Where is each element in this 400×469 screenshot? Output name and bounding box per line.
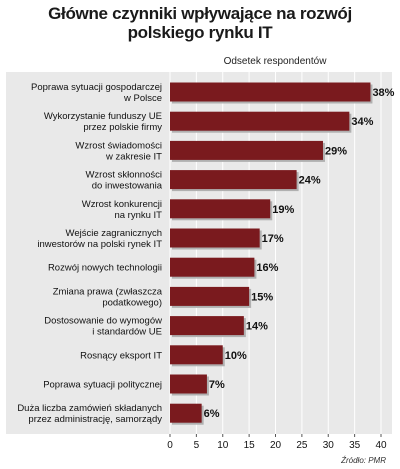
bar-8 bbox=[170, 286, 250, 306]
category-label: Wejście zagranicznych bbox=[66, 228, 162, 239]
category-label: w zakresie IT bbox=[105, 151, 162, 162]
value-label: 6% bbox=[204, 408, 220, 420]
bar-7 bbox=[170, 257, 255, 277]
value-label: 29% bbox=[325, 145, 347, 157]
category-label: do inwestowania bbox=[92, 181, 163, 192]
value-label: 38% bbox=[372, 87, 394, 99]
chart-title: Główne czynniki wpływające na rozwój pol… bbox=[0, 4, 400, 42]
x-tick-label: 25 bbox=[296, 440, 308, 451]
bar-9 bbox=[170, 316, 244, 336]
bar-12 bbox=[170, 403, 202, 423]
category-label: Dostosowanie do wymogów bbox=[44, 316, 162, 327]
bar-1 bbox=[170, 82, 371, 102]
category-label: Wzrost skłonności bbox=[85, 170, 162, 181]
bar-3 bbox=[170, 140, 323, 160]
value-label: 16% bbox=[256, 262, 278, 274]
category-label: Wzrost konkurencji bbox=[82, 199, 162, 210]
category-label: Rozwój nowych technologii bbox=[48, 263, 162, 274]
category-label: Wzrost świadomości bbox=[75, 140, 162, 151]
axis-label: Odsetek respondentów bbox=[223, 56, 327, 67]
bar-11 bbox=[170, 374, 207, 394]
value-label: 10% bbox=[225, 350, 247, 362]
category-label: Poprawa sytuacji gospodarczej bbox=[31, 82, 162, 93]
category-label: Wykorzystanie funduszy UE bbox=[44, 111, 162, 122]
category-label: Duża liczba zamówień składanych bbox=[17, 403, 162, 414]
x-tick-label: 5 bbox=[194, 440, 200, 451]
value-label: 34% bbox=[351, 116, 373, 128]
value-label: 19% bbox=[272, 204, 294, 216]
bar-5 bbox=[170, 199, 271, 219]
source-note: Źródło: PMR bbox=[341, 456, 386, 465]
bar-6 bbox=[170, 228, 260, 248]
category-label: przez administrację, samorządy bbox=[28, 414, 162, 425]
bar-2 bbox=[170, 111, 350, 131]
bar-4 bbox=[170, 170, 297, 190]
category-label: przez polskie firmy bbox=[83, 122, 162, 133]
value-label: 15% bbox=[251, 291, 273, 303]
value-label: 7% bbox=[209, 379, 225, 391]
category-label: na rynku IT bbox=[114, 210, 162, 221]
category-label: i standardów UE bbox=[92, 327, 162, 338]
value-label: 24% bbox=[299, 175, 321, 187]
x-tick-label: 30 bbox=[323, 440, 335, 451]
category-label: inwestorów na polski rynek IT bbox=[37, 239, 162, 250]
category-label: Zmiana prawa (zwłaszcza bbox=[53, 286, 163, 297]
x-tick-label: 20 bbox=[270, 440, 282, 451]
bar-10 bbox=[170, 345, 223, 365]
x-tick-label: 0 bbox=[167, 440, 173, 451]
x-tick-label: 10 bbox=[217, 440, 229, 451]
chart-title-line2: polskiego rynku IT bbox=[127, 23, 273, 42]
value-label: 14% bbox=[246, 321, 268, 333]
category-label: Poprawa sytuacji politycznej bbox=[43, 380, 162, 391]
x-tick-label: 35 bbox=[349, 440, 361, 451]
category-label: Rosnący eksport IT bbox=[80, 350, 162, 361]
category-label: podatkowego) bbox=[102, 297, 162, 308]
x-tick-label: 40 bbox=[375, 440, 387, 451]
value-label: 17% bbox=[262, 233, 284, 245]
category-label: w Polsce bbox=[123, 93, 162, 104]
chart-title-line1: Główne czynniki wpływające na rozwój bbox=[48, 4, 352, 23]
x-tick-label: 15 bbox=[244, 440, 256, 451]
